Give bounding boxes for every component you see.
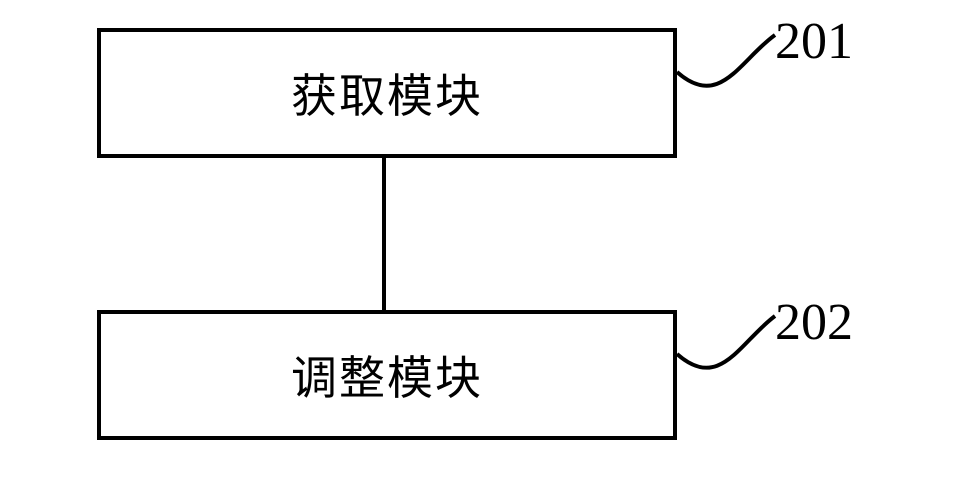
callout-label-201: 201 [775,12,853,71]
callout-label-202: 202 [775,293,853,352]
block-acquisition-module: 获取模块 [97,28,677,158]
block-adjustment-module: 调整模块 [97,310,677,440]
callout-text: 201 [775,13,853,70]
diagram-container: 获取模块 调整模块 201 202 [0,0,955,504]
block-label: 调整模块 [291,342,483,408]
connector-vertical [382,158,386,310]
block-label: 获取模块 [291,60,483,126]
callout-text: 202 [775,294,853,351]
